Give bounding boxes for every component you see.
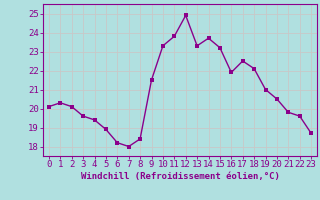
- X-axis label: Windchill (Refroidissement éolien,°C): Windchill (Refroidissement éolien,°C): [81, 172, 279, 181]
